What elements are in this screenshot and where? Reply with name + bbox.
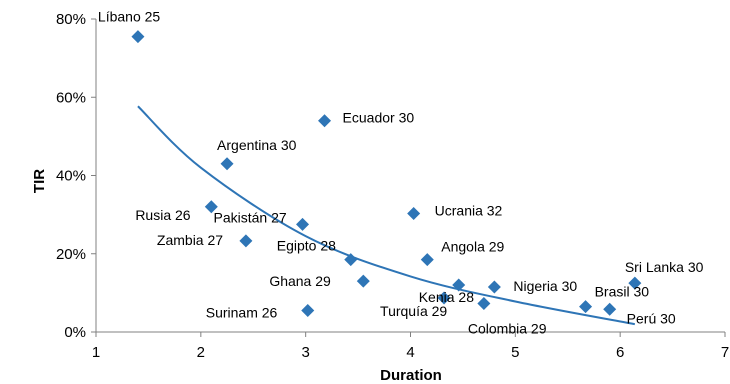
x-tick-label: 3 bbox=[301, 344, 309, 361]
y-tick-label: 80% bbox=[56, 11, 86, 28]
data-point bbox=[239, 234, 253, 248]
data-point-label: Kenia 28 bbox=[419, 289, 474, 305]
y-tick-label: 60% bbox=[56, 89, 86, 106]
x-tick-label: 5 bbox=[511, 344, 519, 361]
data-point bbox=[204, 200, 218, 214]
data-point bbox=[579, 300, 593, 314]
data-point-label: Brasil 30 bbox=[595, 284, 650, 300]
data-point bbox=[296, 217, 310, 231]
y-tick-label: 0% bbox=[64, 324, 86, 341]
data-point bbox=[301, 303, 315, 317]
data-point-label: Colombia 29 bbox=[468, 320, 547, 336]
x-axis-title: Duration bbox=[380, 367, 442, 384]
data-point bbox=[318, 114, 332, 128]
data-points bbox=[131, 30, 642, 317]
data-point-label: Surinam 26 bbox=[206, 304, 278, 320]
data-point bbox=[477, 296, 491, 310]
y-axis-ticks: 0% 20% 40% 60% 80% bbox=[56, 11, 96, 341]
data-point-label: Ghana 29 bbox=[269, 273, 331, 289]
data-point-label: Zambia 27 bbox=[157, 232, 223, 248]
x-axis-ticks: 1 2 3 4 5 6 7 bbox=[92, 332, 729, 361]
data-point-label: Rusia 26 bbox=[135, 207, 190, 223]
data-point bbox=[220, 157, 234, 171]
data-point bbox=[603, 302, 617, 316]
x-tick-label: 1 bbox=[92, 344, 100, 361]
data-point-label: Sri Lanka 30 bbox=[625, 259, 704, 275]
x-tick-label: 4 bbox=[406, 344, 414, 361]
data-labels: Líbano 25 Ecuador 30 Argentina 30 Rusia 26 P… bbox=[98, 9, 704, 337]
x-tick-label: 6 bbox=[616, 344, 624, 361]
data-point bbox=[407, 206, 421, 220]
data-point bbox=[437, 291, 451, 305]
y-tick-label: 20% bbox=[56, 246, 86, 263]
data-point-label: Turquía 29 bbox=[380, 303, 447, 319]
data-point-label: Pakistán 27 bbox=[214, 209, 287, 225]
data-point bbox=[628, 276, 642, 290]
data-point bbox=[420, 253, 434, 267]
x-tick-label: 7 bbox=[721, 344, 729, 361]
x-tick-label: 2 bbox=[197, 344, 205, 361]
data-point bbox=[131, 30, 145, 44]
y-tick-label: 40% bbox=[56, 168, 86, 185]
data-point bbox=[356, 274, 370, 288]
y-axis-title: TIR bbox=[31, 169, 48, 193]
data-point-label: Perú 30 bbox=[627, 310, 676, 326]
data-point-label: Egipto 28 bbox=[277, 238, 336, 254]
data-point-label: Nigeria 30 bbox=[513, 278, 577, 294]
data-point-label: Ucrania 32 bbox=[435, 202, 503, 218]
data-point-label: Líbano 25 bbox=[98, 9, 160, 25]
data-point bbox=[344, 253, 358, 267]
trendline bbox=[137, 105, 636, 326]
data-point-label: Argentina 30 bbox=[217, 137, 297, 153]
data-point bbox=[487, 280, 501, 294]
data-point-label: Ecuador 30 bbox=[343, 110, 415, 126]
data-point bbox=[452, 278, 466, 292]
data-point-label: Angola 29 bbox=[441, 239, 504, 255]
